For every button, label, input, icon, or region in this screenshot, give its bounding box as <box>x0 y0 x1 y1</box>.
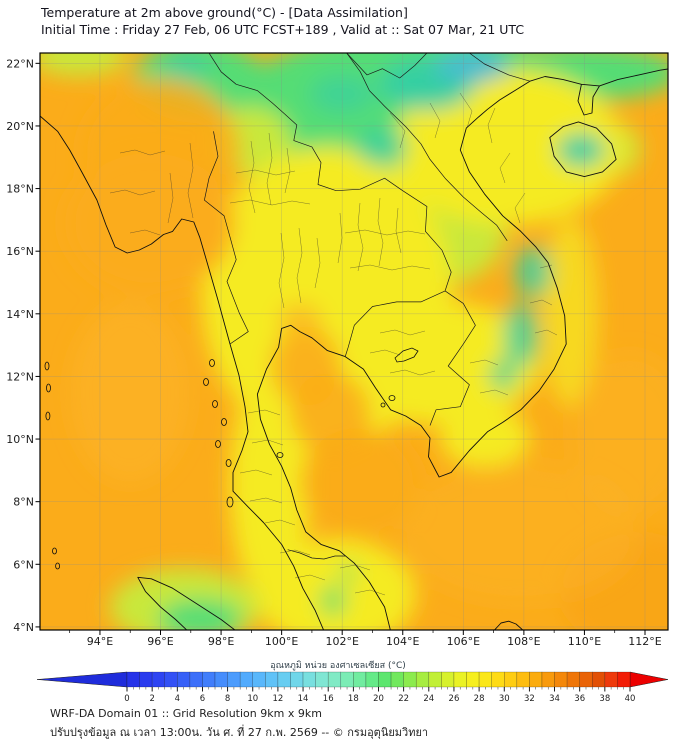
svg-text:34: 34 <box>549 694 560 704</box>
svg-text:32: 32 <box>524 694 535 704</box>
colorbar-label: อุณหภูมิ หน่วย องศาเซลเซียส (°C) <box>270 661 406 671</box>
coastline-mainland-west <box>40 115 325 630</box>
svg-text:8: 8 <box>225 694 230 704</box>
border-china-vietnam-east <box>469 53 530 82</box>
border-laos-vietnam <box>346 53 508 241</box>
svg-text:40: 40 <box>625 694 636 704</box>
svg-text:14: 14 <box>298 694 309 704</box>
temperature-field <box>40 53 668 630</box>
colorbar-tick-labels: 0 2 4 6 8 10 12 14 16 18 20 22 24 26 28 30 32 34 36 38 40 <box>124 694 635 704</box>
svg-text:22: 22 <box>398 694 409 704</box>
axis-ticks <box>35 62 646 635</box>
svg-text:104°E: 104°E <box>386 635 419 648</box>
svg-text:18: 18 <box>348 694 359 704</box>
svg-text:28: 28 <box>474 694 485 704</box>
svg-text:20: 20 <box>373 694 384 704</box>
border-cambodia-vietnam <box>429 290 476 426</box>
svg-text:36: 36 <box>574 694 585 704</box>
svg-text:112°E: 112°E <box>628 635 661 648</box>
svg-text:6: 6 <box>200 694 205 704</box>
border-myanmar-thailand <box>204 131 249 345</box>
footer-domain-info: WRF-DA Domain 01 :: Grid Resolution 9km … <box>50 707 322 720</box>
svg-text:108°E: 108°E <box>507 635 540 648</box>
coastline-mainland-east <box>256 68 668 630</box>
svg-text:100°E: 100°E <box>265 635 298 648</box>
border-myanmar-china <box>208 53 285 115</box>
coastline-sumatra <box>137 576 236 630</box>
axis-tick-labels: 94°E 96°E 98°E 100°E 102°E 104°E 106°E 108°E 110… <box>6 57 661 648</box>
andaman-islands <box>44 361 61 570</box>
svg-text:96°E: 96°E <box>147 635 173 648</box>
footer-update-info: ปรับปรุงข้อมูล ณ เวลา 13:00น. วัน ศ. ที่… <box>50 726 429 739</box>
svg-text:98°E: 98°E <box>208 635 234 648</box>
border-china-vietnam-west <box>346 53 428 79</box>
svg-text:110°E: 110°E <box>568 635 601 648</box>
colorbar-ticks <box>126 687 631 692</box>
svg-text:2: 2 <box>149 694 154 704</box>
tonle-sap-lake <box>394 347 419 363</box>
coastline-hainan <box>549 121 617 178</box>
svg-text:10: 10 <box>247 694 258 704</box>
svg-text:16°N: 16°N <box>6 245 34 258</box>
svg-text:0: 0 <box>124 694 129 704</box>
temperature-map: 94°E 96°E 98°E 100°E 102°E 104°E 106°E 108°E 110… <box>6 52 669 648</box>
svg-text:26: 26 <box>449 694 460 704</box>
coastline-borneo-tip <box>493 620 524 630</box>
svg-text:106°E: 106°E <box>447 635 480 648</box>
border-thailand-laos-mekong <box>284 113 452 292</box>
map-frame <box>39 52 669 631</box>
mergui-archipelago <box>203 359 396 508</box>
coastlines-and-borders <box>40 53 668 630</box>
svg-text:20°N: 20°N <box>6 120 34 133</box>
svg-text:30: 30 <box>499 694 510 704</box>
svg-text:6°N: 6°N <box>13 558 34 571</box>
page-subtitle: Initial Time : Friday 27 Feb, 06 UTC FCS… <box>41 22 525 37</box>
svg-text:94°E: 94°E <box>87 635 113 648</box>
svg-text:22°N: 22°N <box>6 57 34 70</box>
svg-text:12°N: 12°N <box>6 370 34 383</box>
svg-text:12: 12 <box>272 694 283 704</box>
svg-text:24: 24 <box>423 694 434 704</box>
svg-text:14°N: 14°N <box>6 308 34 321</box>
colorbar-cells <box>36 671 669 688</box>
svg-text:4: 4 <box>175 694 180 704</box>
page-title: Temperature at 2m above ground(°C) - [Da… <box>41 5 408 20</box>
svg-text:4°N: 4°N <box>13 621 34 634</box>
temperature-colorbar: 0 2 4 6 8 10 12 14 16 18 20 22 24 26 28 30 32 34 36 38 40 <box>36 671 669 704</box>
border-thailand-cambodia <box>344 290 446 357</box>
border-thailand-malaysia <box>287 549 346 560</box>
svg-text:8°N: 8°N <box>13 496 34 509</box>
coastline-leizhou <box>577 84 600 116</box>
svg-text:18°N: 18°N <box>6 183 34 196</box>
svg-text:10°N: 10°N <box>6 433 34 446</box>
svg-text:102°E: 102°E <box>325 635 358 648</box>
svg-text:38: 38 <box>599 694 610 704</box>
province-boundaries <box>109 92 558 596</box>
svg-text:16: 16 <box>323 694 334 704</box>
